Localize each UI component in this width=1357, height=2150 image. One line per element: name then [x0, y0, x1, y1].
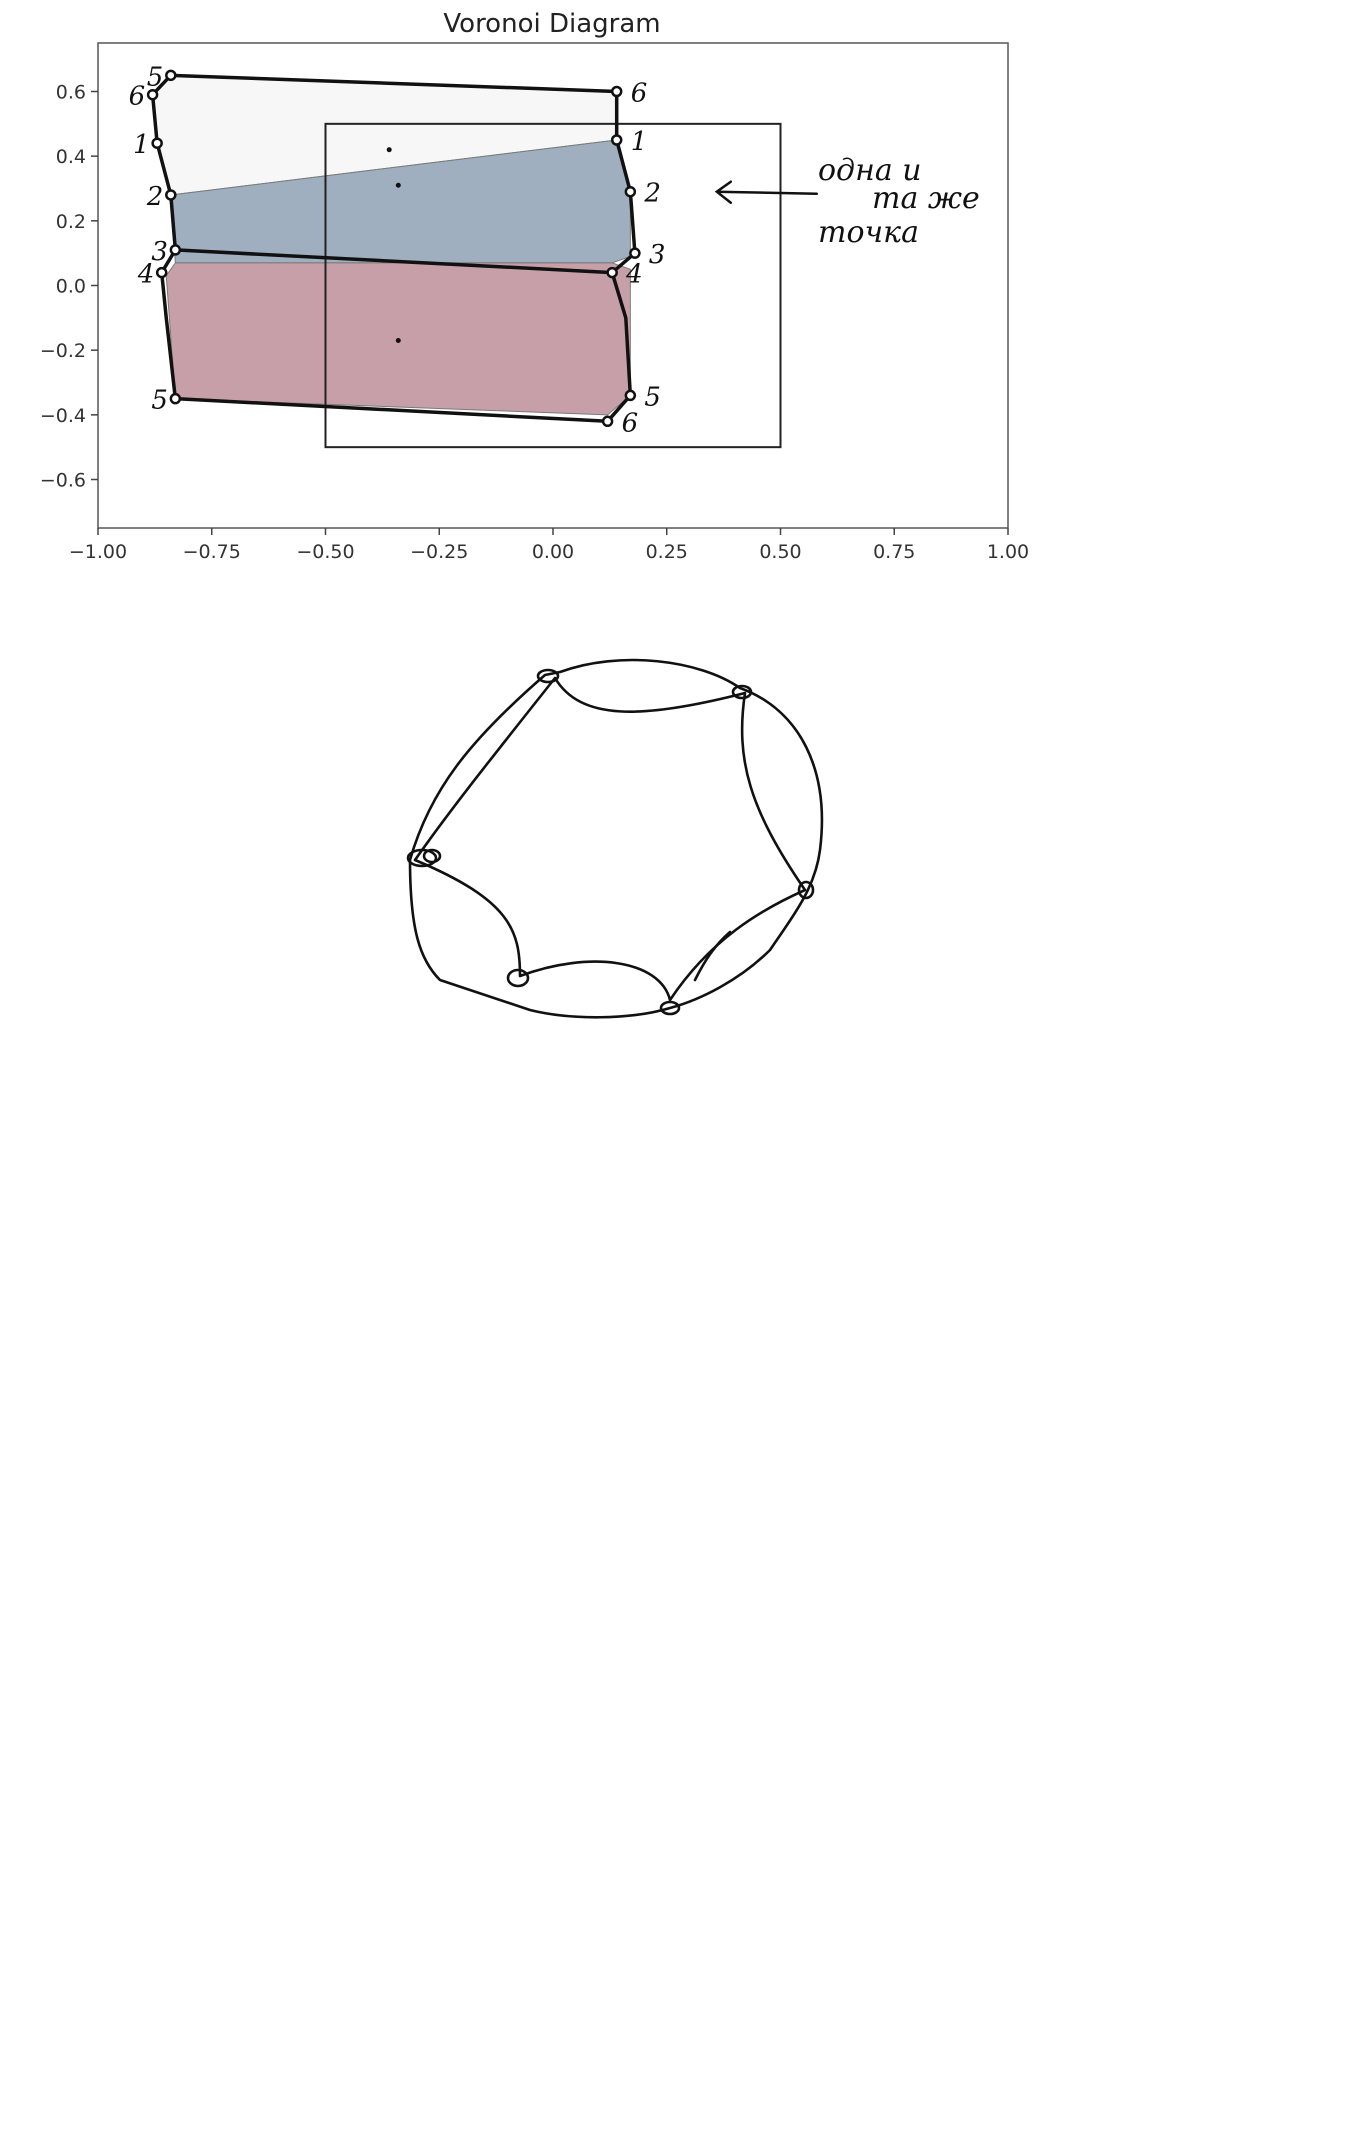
x-tick-label: −1.00 [69, 541, 127, 563]
y-tick-label: 0.2 [56, 211, 86, 233]
vertex-point-3 [151, 137, 163, 149]
vertex-point-8 [610, 85, 623, 98]
vertex-label-4: 2 [146, 182, 164, 212]
vertex-point-1 [165, 69, 177, 82]
vertex-label-8: 6 [631, 79, 648, 109]
vertex-label-14: 6 [622, 408, 639, 438]
annotation-line-2: та же [872, 181, 980, 216]
y-tick-label: −0.4 [40, 405, 86, 427]
annotation-line-3: точка [818, 215, 919, 250]
x-tick-label: 0.50 [759, 541, 801, 563]
y-tick-label: −0.2 [40, 340, 86, 362]
voronoi-site-2 [395, 182, 401, 188]
drawn-edge-1 [150, 73, 619, 142]
vertex-label-3: 1 [133, 130, 150, 160]
sketch-nodes [406, 668, 815, 1016]
sketch-node-icon [659, 1000, 681, 1016]
vertex-label-7: 5 [151, 386, 168, 416]
x-tick-label: −0.75 [183, 541, 241, 563]
x-axis: −1.00 −0.75 −0.50 −0.25 0.00 0.25 0.50 0.75 1.00 [69, 528, 1029, 563]
y-tick-label: 0.4 [56, 146, 86, 168]
sketch-node-icon [406, 848, 438, 868]
vertex-label-6: 4 [137, 260, 155, 290]
y-tick-label: 0.6 [56, 82, 86, 104]
outer-loop [408, 658, 824, 1019]
voronoi-site-1 [386, 147, 392, 153]
x-tick-label: −0.25 [410, 541, 468, 563]
vertex-label-11: 3 [649, 240, 666, 270]
y-tick-label: 0.0 [56, 276, 86, 298]
annotation-line-1: одна и [818, 153, 922, 188]
voronoi-site-3 [395, 337, 401, 343]
vertex-point-12 [606, 266, 618, 279]
vertex-point-2 [146, 88, 159, 101]
y-axis: 0.6 0.4 0.2 0.0 −0.2 −0.4 −0.6 [40, 82, 98, 492]
vertex-point-13 [624, 389, 637, 402]
vertex-point-14 [601, 415, 614, 428]
x-tick-label: −0.50 [296, 541, 354, 563]
chart-title: Voronoi Diagram [443, 9, 660, 39]
x-tick-label: 0.75 [873, 541, 915, 563]
annotation-arrow [714, 180, 819, 204]
drawn-edge-3 [610, 138, 637, 275]
vertex-label-12: 4 [625, 260, 643, 290]
sketch-node-icon [536, 668, 560, 684]
vertex-point-6 [155, 266, 168, 279]
sketch-node-icon [797, 880, 815, 900]
x-tick-label: 1.00 [987, 541, 1029, 563]
vertex-point-5 [169, 244, 182, 256]
vertex-label-5: 3 [151, 237, 168, 267]
x-tick-label: 0.25 [646, 541, 688, 563]
bounding-box [324, 122, 782, 449]
x-tick-label: 0.00 [532, 541, 574, 563]
sketch-node-icon [506, 968, 530, 988]
sketch-node-icon [422, 848, 442, 864]
hand-drawn-sketch [406, 658, 824, 1019]
vertex-label-13: 5 [644, 382, 661, 412]
drawn-edge-4 [159, 248, 633, 424]
y-tick-label: −0.6 [40, 470, 86, 492]
sketch-node-icon [731, 684, 753, 700]
vertex-label-10: 2 [643, 179, 661, 209]
vertex-point-11 [629, 247, 641, 259]
handwritten-annotation: одна и та же точка [714, 153, 980, 250]
vertex-point-4 [165, 189, 177, 201]
vertex-label-9: 1 [631, 127, 648, 157]
inner-loop [413, 676, 807, 1002]
vertex-point-10 [624, 185, 637, 198]
sites-layer [386, 147, 401, 343]
vertex-label-2: 6 [129, 82, 146, 112]
vertex-label-1: 5 [147, 62, 164, 92]
vertex-point-9 [610, 134, 623, 146]
vertex-point-7 [169, 392, 182, 405]
regions-layer [152, 74, 631, 416]
inner-stroke [693, 930, 732, 982]
